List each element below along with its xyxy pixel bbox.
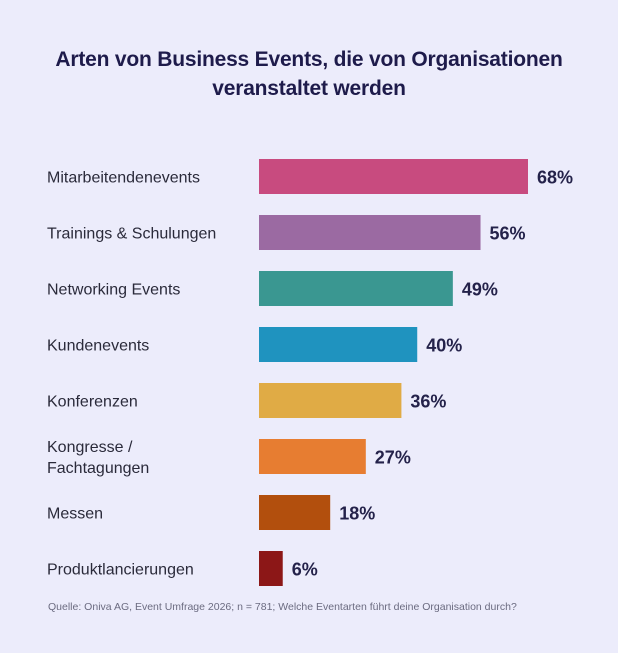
source-note: Quelle: Oniva AG, Event Umfrage 2026; n …: [48, 601, 517, 613]
value-label: 40%: [426, 336, 462, 356]
value-label: 36%: [410, 392, 446, 412]
category-label: Mitarbeitendenevents: [47, 170, 200, 187]
category-label-line: Messen: [47, 506, 103, 523]
category-label-line: Trainings & Schulungen: [47, 226, 216, 243]
category-label: Networking Events: [47, 282, 180, 299]
category-label-line: Kongresse /: [47, 439, 133, 456]
category-label: Messen: [47, 506, 103, 523]
bar-2: [259, 215, 481, 250]
category-label-line: Mitarbeitendenevents: [47, 170, 200, 187]
bar-1: [259, 159, 528, 194]
chart-title-line-1: Arten von Business Events, die von Organ…: [55, 48, 563, 71]
category-label-line: Networking Events: [47, 282, 180, 299]
bar-5: [259, 383, 402, 418]
category-label: Konferenzen: [47, 394, 138, 411]
category-label: Trainings & Schulungen: [47, 226, 216, 243]
value-label: 6%: [292, 560, 318, 580]
bar-6: [259, 439, 366, 474]
value-label: 18%: [339, 504, 375, 524]
bar-4: [259, 327, 418, 362]
category-label-line: Produktlancierungen: [47, 562, 194, 579]
category-label: Kundenevents: [47, 338, 149, 355]
category-label-line: Fachtagungen: [47, 460, 149, 477]
value-label: 27%: [375, 448, 411, 468]
category-label-line: Kundenevents: [47, 338, 149, 355]
category-label: Produktlancierungen: [47, 562, 194, 579]
chart-title-line-2: veranstaltet werden: [212, 77, 406, 100]
chart-title: Arten von Business Events, die von Organ…: [0, 45, 618, 103]
bar-7: [259, 495, 331, 530]
value-label: 49%: [462, 280, 498, 300]
category-label: Kongresse / Fachtagungen: [47, 439, 149, 477]
value-label: 68%: [537, 168, 573, 188]
value-label: 56%: [490, 224, 526, 244]
bar-8: [259, 551, 283, 586]
category-label-line: Konferenzen: [47, 394, 138, 411]
bar-3: [259, 271, 453, 306]
